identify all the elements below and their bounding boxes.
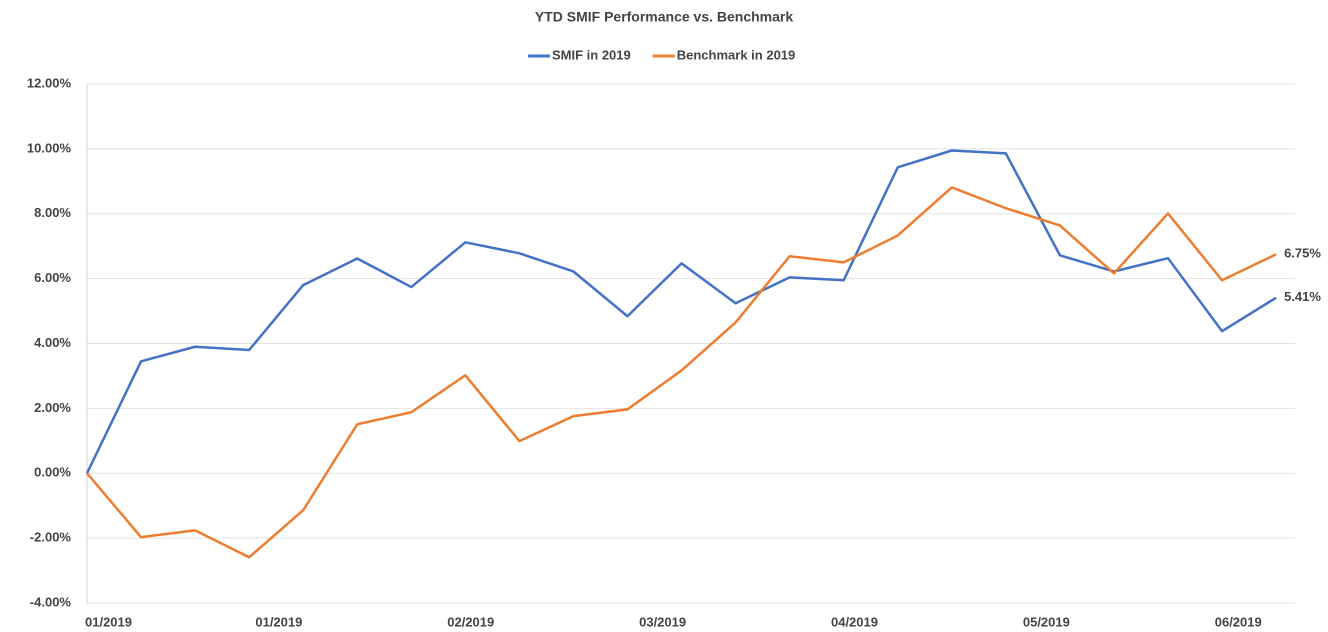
y-tick-label: 10.00% xyxy=(27,140,72,155)
y-tick-label: -2.00% xyxy=(30,530,72,545)
x-tick-label: 06/2019 xyxy=(1215,614,1262,629)
y-tick-label: 4.00% xyxy=(34,335,71,350)
data-label: 5.41% xyxy=(1284,289,1321,304)
legend-label: Benchmark in 2019 xyxy=(677,47,796,62)
y-tick-label: 12.00% xyxy=(27,75,72,90)
x-tick-label: 03/2019 xyxy=(639,614,686,629)
series-line xyxy=(86,186,1277,559)
y-tick-label: 8.00% xyxy=(34,205,71,220)
y-tick-label: 6.00% xyxy=(34,270,71,285)
x-tick-label: 01/2019 xyxy=(85,614,132,629)
y-tick-label: 2.00% xyxy=(34,400,71,415)
legend-label: SMIF in 2019 xyxy=(552,47,631,62)
x-tick-label: 01/2019 xyxy=(255,614,302,629)
chart-title: YTD SMIF Performance vs. Benchmark xyxy=(535,9,794,25)
y-tick-label: 0.00% xyxy=(34,465,71,480)
series-line xyxy=(85,149,1277,474)
x-tick-label: 02/2019 xyxy=(447,614,494,629)
x-tick-label: 04/2019 xyxy=(831,614,878,629)
y-tick-label: -4.00% xyxy=(30,594,72,609)
x-tick-label: 05/2019 xyxy=(1023,614,1070,629)
data-label: 6.75% xyxy=(1284,246,1321,261)
